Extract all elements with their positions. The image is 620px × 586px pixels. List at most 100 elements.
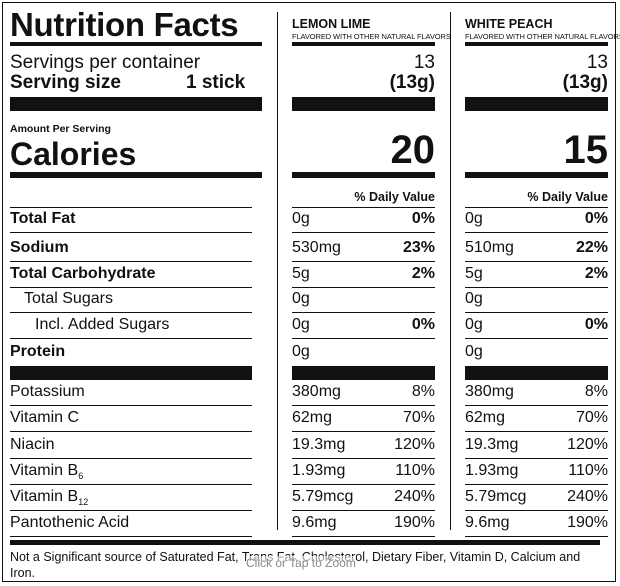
row-rule bbox=[10, 458, 252, 459]
row-rule bbox=[10, 536, 252, 537]
flavor-name: WHITE PEACH bbox=[465, 17, 553, 31]
row-rule bbox=[465, 405, 608, 406]
nutrient-amount: 0g bbox=[465, 290, 483, 307]
nutrient-amount: 1.93mg bbox=[292, 462, 346, 479]
nutrient-daily-value: 8% bbox=[584, 383, 608, 400]
nutrient-daily-value: 23% bbox=[402, 239, 435, 256]
nutrient-daily-value: 70% bbox=[402, 409, 435, 426]
nutrient-name: Vitamin C bbox=[10, 409, 80, 426]
nutrient-daily-value: 0% bbox=[411, 210, 435, 227]
flavor-calories: 20 bbox=[390, 128, 436, 172]
nutrient-amount: 510mg bbox=[465, 239, 514, 256]
nutrient-name: Potassium bbox=[10, 383, 85, 400]
nutrient-name: Protein bbox=[10, 343, 66, 360]
nutrient-subscript: 12 bbox=[78, 497, 89, 507]
row-rule bbox=[292, 405, 435, 406]
nutrient-daily-value: 110% bbox=[395, 462, 435, 479]
row-rule bbox=[465, 232, 608, 233]
nutrient-amount: 1.93mg bbox=[465, 462, 519, 479]
nutrient-amount: 0g bbox=[292, 316, 310, 333]
nutrient-name: Vitamin B6 bbox=[10, 462, 84, 481]
zoom-hint[interactable]: Click or Tap to Zoom bbox=[246, 556, 356, 570]
nutrient-subscript: 6 bbox=[78, 471, 84, 481]
row-rule bbox=[10, 338, 252, 339]
row-rule bbox=[292, 458, 435, 459]
nutrient-amount: 62mg bbox=[292, 409, 333, 426]
nutrient-daily-value: 190% bbox=[567, 514, 608, 531]
nutrient-amount: 0g bbox=[292, 210, 310, 227]
row-rule bbox=[292, 431, 435, 432]
nutrient-name: Vitamin B12 bbox=[10, 488, 89, 507]
row-rule bbox=[465, 536, 608, 537]
flavor-serving-size: (13g) bbox=[389, 72, 435, 93]
rule-thick-bar bbox=[10, 366, 252, 380]
row-rule bbox=[465, 510, 608, 511]
rule-thin-bar bbox=[292, 42, 435, 46]
row-rule bbox=[292, 287, 435, 288]
rule-thick-bar bbox=[292, 97, 435, 111]
rule-thin-bar bbox=[465, 42, 608, 46]
nutrient-daily-value: 240% bbox=[567, 488, 608, 505]
row-rule bbox=[465, 431, 608, 432]
row-rule bbox=[10, 232, 252, 233]
nutrient-amount: 5.79mcg bbox=[292, 488, 354, 505]
nutrient-amount: 5g bbox=[292, 265, 310, 282]
nutrient-amount: 380mg bbox=[292, 383, 341, 400]
rule-medium-bar bbox=[292, 172, 435, 178]
nutrient-amount: 9.6mg bbox=[465, 514, 510, 531]
amount-per-serving-label: Amount Per Serving bbox=[10, 123, 111, 135]
rule-thick-bar bbox=[465, 97, 608, 111]
nutrient-name: Sodium bbox=[10, 239, 69, 256]
rule-thick-bar bbox=[465, 366, 608, 380]
nutrient-amount: 62mg bbox=[465, 409, 506, 426]
row-rule bbox=[292, 484, 435, 485]
nutrient-daily-value: 190% bbox=[394, 514, 435, 531]
row-rule bbox=[10, 287, 252, 288]
nutrient-amount: 0g bbox=[465, 316, 483, 333]
nutrient-name: Pantothenic Acid bbox=[10, 514, 130, 531]
label-title: Nutrition Facts bbox=[10, 6, 239, 43]
nutrient-daily-value: 0% bbox=[584, 210, 608, 227]
nutrient-amount: 9.6mg bbox=[292, 514, 337, 531]
row-rule bbox=[465, 261, 608, 262]
flavor-servings: 13 bbox=[413, 52, 435, 73]
nutrient-daily-value: 120% bbox=[567, 436, 608, 453]
nutrient-daily-value: 120% bbox=[394, 436, 435, 453]
row-rule bbox=[465, 484, 608, 485]
nutrient-daily-value: 240% bbox=[394, 488, 435, 505]
row-rule bbox=[465, 312, 608, 313]
nutrient-amount: 0g bbox=[292, 290, 310, 307]
row-rule bbox=[10, 312, 252, 313]
daily-value-header: % Daily Value bbox=[527, 190, 608, 204]
nutrient-name: Incl. Added Sugars bbox=[35, 316, 170, 333]
servings-per-container-label: Servings per container bbox=[10, 52, 201, 73]
nutrient-daily-value: 70% bbox=[575, 409, 608, 426]
nutrient-amount: 380mg bbox=[465, 383, 514, 400]
nutrient-daily-value: 8% bbox=[411, 383, 435, 400]
calories-label: Calories bbox=[10, 136, 137, 172]
daily-value-header: % Daily Value bbox=[354, 190, 435, 204]
nutrient-amount: 19.3mg bbox=[292, 436, 346, 453]
column-divider bbox=[277, 12, 278, 530]
row-rule bbox=[465, 458, 608, 459]
row-rule bbox=[465, 338, 608, 339]
nutrient-name: Niacin bbox=[10, 436, 55, 453]
row-rule bbox=[10, 510, 252, 511]
row-rule bbox=[292, 312, 435, 313]
row-rule bbox=[292, 338, 435, 339]
rule-thin-bar bbox=[10, 42, 262, 46]
nutrient-amount: 530mg bbox=[292, 239, 341, 256]
nutrient-name: Total Fat bbox=[10, 210, 76, 227]
row-rule bbox=[10, 207, 252, 208]
nutrient-daily-value: 0% bbox=[584, 316, 608, 333]
row-rule bbox=[10, 261, 252, 262]
flavor-servings: 13 bbox=[586, 52, 608, 73]
nutrient-daily-value: 2% bbox=[411, 265, 435, 282]
nutrient-amount: 0g bbox=[292, 343, 310, 360]
nutrient-daily-value: 2% bbox=[584, 265, 608, 282]
nutrient-daily-value: 0% bbox=[411, 316, 435, 333]
nutrient-amount: 5.79mcg bbox=[465, 488, 527, 505]
nutrient-amount: 19.3mg bbox=[465, 436, 519, 453]
serving-size-label: Serving size bbox=[10, 72, 121, 93]
